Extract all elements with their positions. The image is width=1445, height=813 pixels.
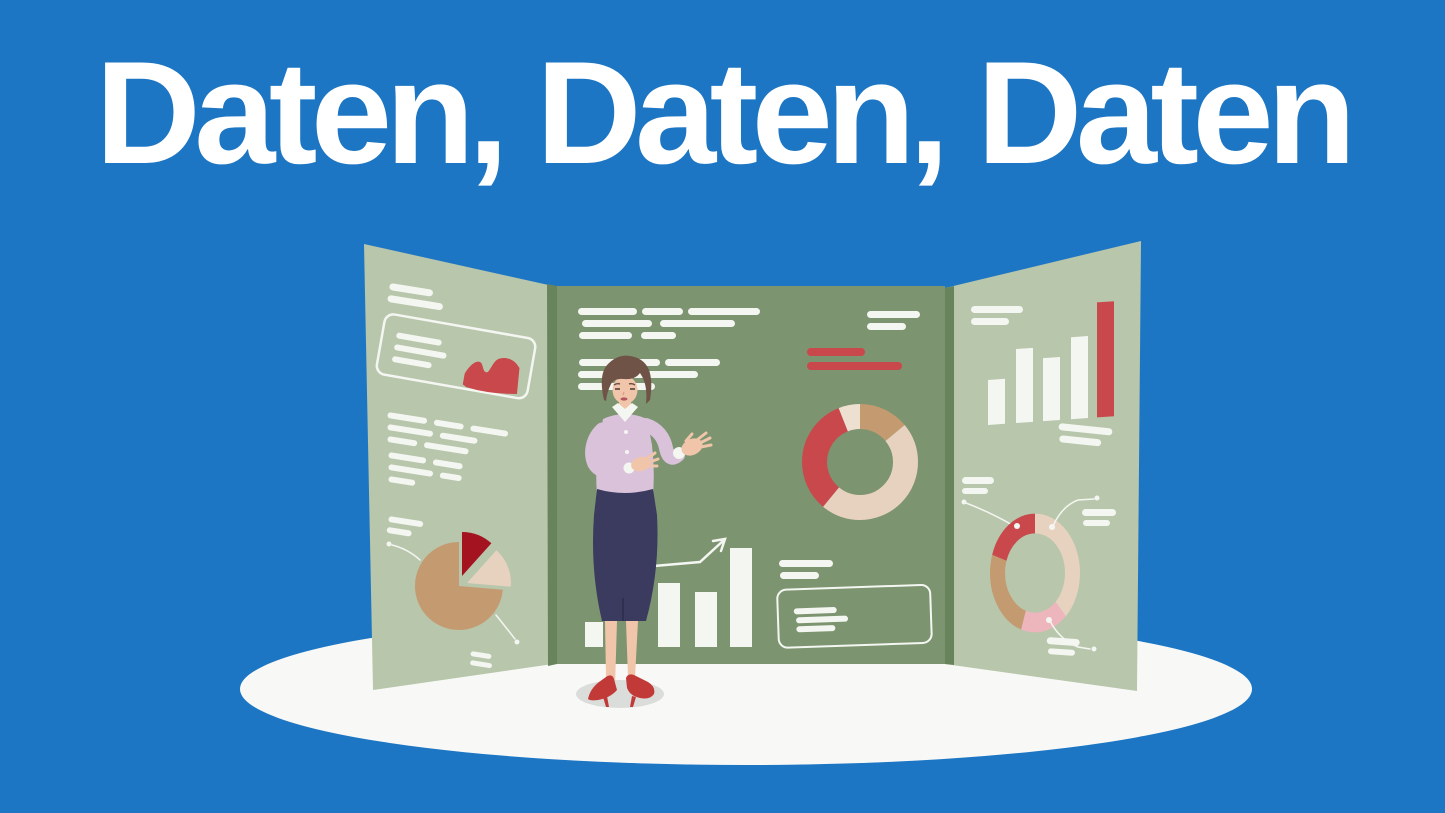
connector-line: [1052, 498, 1095, 527]
page-title: Daten, Daten, Daten: [95, 31, 1356, 194]
lips: [620, 397, 628, 401]
presenter-hand: [631, 456, 651, 472]
highlight-lines: [807, 348, 902, 370]
text-line-placeholder: [387, 283, 443, 311]
growth-arrow-icon: [711, 537, 727, 553]
text-line-placeholder: [779, 560, 833, 579]
connector-dot: [1014, 523, 1020, 529]
connector-line: [391, 544, 421, 561]
board-left-fold: [547, 284, 557, 666]
connector-dot: [961, 499, 967, 505]
presenter-open-hand: [681, 438, 703, 456]
connector-dot: [1091, 646, 1097, 652]
donut-chart-center: [802, 404, 918, 520]
donut-label-lines: [962, 477, 994, 494]
connector-dot: [386, 541, 392, 547]
donut-label-lines: [1046, 637, 1080, 656]
highlight-bar: [1097, 301, 1114, 418]
outlined-text-box: [776, 583, 933, 649]
text-block: [388, 452, 463, 486]
text-block: [387, 412, 509, 455]
connector-dot: [1094, 495, 1100, 501]
donut-label-lines: [1082, 509, 1116, 526]
right-panel-content: [961, 301, 1116, 656]
donut-chart-right: [990, 513, 1080, 633]
presenter-hair: [601, 355, 652, 404]
connector-line: [495, 614, 516, 640]
pie-chart: [414, 532, 511, 631]
board-right-fold: [945, 286, 954, 665]
text-line-placeholder: [1058, 423, 1113, 447]
presenter-shoes: [588, 674, 655, 707]
presenter-bent-arm: [585, 422, 660, 479]
presenter-skirt: [593, 489, 658, 621]
presenter-legs: [605, 621, 638, 690]
area-chart: [462, 358, 520, 394]
text-line-placeholder: [867, 311, 920, 330]
presenter-head: [601, 355, 652, 404]
area-chart-card: [375, 313, 537, 400]
presenter-illustration: [576, 355, 713, 708]
nose: [622, 391, 625, 396]
eyebrows: [613, 382, 636, 386]
pie-label-lines: [386, 516, 424, 537]
pie-label-lines: [470, 651, 492, 669]
text-block: [578, 308, 760, 339]
bar-chart-right: [988, 301, 1114, 425]
left-panel-content: [375, 283, 537, 669]
presenter-extended-arm: [639, 418, 713, 465]
presenter-collar: [612, 403, 638, 422]
bar-chart-center: [585, 537, 752, 647]
connector-dot: [514, 639, 520, 645]
text-line-placeholder: [971, 306, 1023, 325]
